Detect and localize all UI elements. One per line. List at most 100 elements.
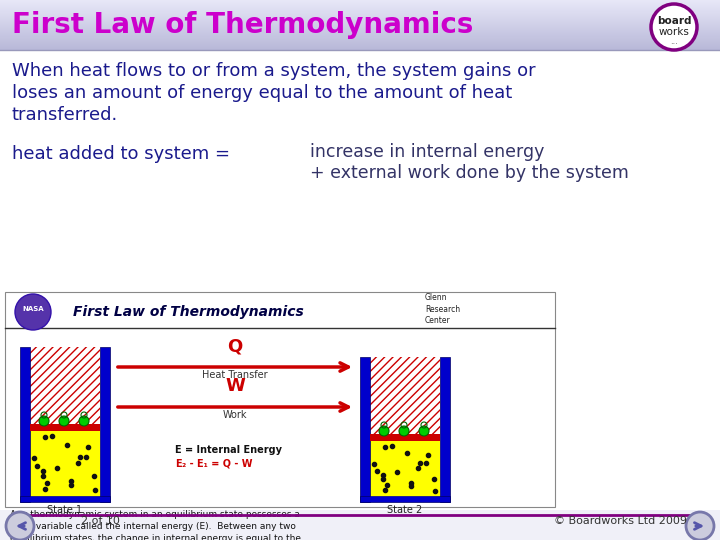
Circle shape	[6, 512, 34, 540]
Text: Work: Work	[222, 410, 247, 420]
Text: loses an amount of energy equal to the amount of heat: loses an amount of energy equal to the a…	[12, 84, 512, 102]
Bar	[0, 26, 720, 27]
Bar	[370, 441, 440, 496]
Text: Glenn
Research
Center: Glenn Research Center	[425, 293, 460, 325]
Bar	[0, 0, 720, 1]
Bar	[0, 37, 720, 38]
Bar	[0, 22, 720, 23]
Bar	[0, 4, 720, 5]
Text: E = Internal Energy: E = Internal Energy	[175, 445, 282, 455]
Circle shape	[15, 294, 51, 330]
Text: ...: ...	[670, 37, 678, 45]
Bar	[440, 357, 450, 502]
Bar	[0, 12, 720, 13]
Bar	[0, 7, 720, 8]
Text: heat added to system =: heat added to system =	[12, 145, 230, 163]
Bar	[0, 33, 720, 34]
Bar	[0, 9, 720, 10]
Bar	[0, 10, 720, 11]
Text: First Law of Thermodynamics: First Law of Thermodynamics	[73, 305, 304, 319]
Text: State 1: State 1	[48, 505, 83, 515]
Bar	[0, 47, 720, 48]
Bar	[0, 510, 720, 540]
Bar	[370, 434, 440, 441]
Bar	[0, 5, 720, 6]
Bar	[0, 41, 720, 42]
Bar	[370, 357, 440, 434]
Bar	[5, 292, 555, 507]
Bar	[0, 25, 720, 26]
Bar	[0, 34, 720, 35]
Bar	[0, 27, 720, 28]
Text: First Law of Thermodynamics: First Law of Thermodynamics	[12, 11, 473, 39]
Circle shape	[39, 416, 49, 426]
Bar	[20, 496, 110, 502]
Text: 2 of 10: 2 of 10	[81, 516, 120, 526]
Bar	[0, 6, 720, 7]
Bar	[0, 11, 720, 12]
Circle shape	[686, 512, 714, 540]
Bar	[30, 347, 100, 424]
Bar	[0, 8, 720, 9]
Circle shape	[79, 416, 89, 426]
Bar	[20, 347, 30, 502]
Bar	[0, 29, 720, 30]
Bar	[0, 49, 720, 50]
Bar	[0, 40, 720, 41]
Text: + external work done by the system: + external work done by the system	[310, 164, 629, 182]
Bar	[0, 15, 720, 16]
Bar	[0, 43, 720, 44]
Circle shape	[399, 426, 409, 436]
Bar	[0, 14, 720, 15]
Bar	[0, 46, 720, 47]
Bar	[0, 51, 720, 510]
Text: increase in internal energy: increase in internal energy	[310, 143, 544, 161]
Circle shape	[379, 426, 389, 436]
Bar	[0, 18, 720, 19]
Text: Q: Q	[228, 337, 243, 355]
Text: State 2: State 2	[387, 505, 423, 515]
Text: W: W	[225, 377, 245, 395]
Bar	[0, 28, 720, 29]
Bar	[0, 39, 720, 40]
Text: NASA: NASA	[22, 306, 44, 312]
Bar	[0, 2, 720, 3]
Bar	[0, 1, 720, 2]
Text: transferred.: transferred.	[12, 106, 118, 124]
Bar	[0, 16, 720, 17]
Bar	[100, 347, 110, 502]
Bar	[0, 13, 720, 14]
Text: works: works	[659, 27, 690, 37]
Text: E: E	[175, 459, 181, 469]
Bar	[0, 32, 720, 33]
Bar	[0, 44, 720, 45]
Circle shape	[419, 426, 429, 436]
Bar	[0, 20, 720, 21]
Bar	[0, 17, 720, 18]
Circle shape	[651, 4, 697, 50]
Text: When heat flows to or from a system, the system gains or: When heat flows to or from a system, the…	[12, 62, 536, 80]
Bar	[0, 19, 720, 20]
Circle shape	[59, 416, 69, 426]
Bar	[0, 36, 720, 37]
Bar	[0, 35, 720, 36]
Text: board: board	[657, 16, 691, 26]
Bar	[0, 31, 720, 32]
Bar	[360, 496, 450, 502]
Bar	[30, 431, 100, 496]
Bar	[0, 38, 720, 39]
Bar	[0, 24, 720, 25]
Text: Any thermodynamic system in an equilibrium state possesses a
state variable call: Any thermodynamic system in an equilibri…	[10, 510, 301, 540]
Text: ₂ - E₁ = Q - W: ₂ - E₁ = Q - W	[182, 459, 253, 469]
Bar	[0, 3, 720, 4]
Text: Heat Transfer: Heat Transfer	[202, 370, 268, 380]
Bar	[30, 424, 100, 431]
Bar	[0, 48, 720, 49]
Bar	[0, 30, 720, 31]
Bar	[0, 23, 720, 24]
Text: © Boardworks Ltd 2009: © Boardworks Ltd 2009	[554, 516, 686, 526]
Bar	[0, 21, 720, 22]
Bar	[360, 357, 370, 502]
Bar	[0, 45, 720, 46]
Bar	[0, 42, 720, 43]
